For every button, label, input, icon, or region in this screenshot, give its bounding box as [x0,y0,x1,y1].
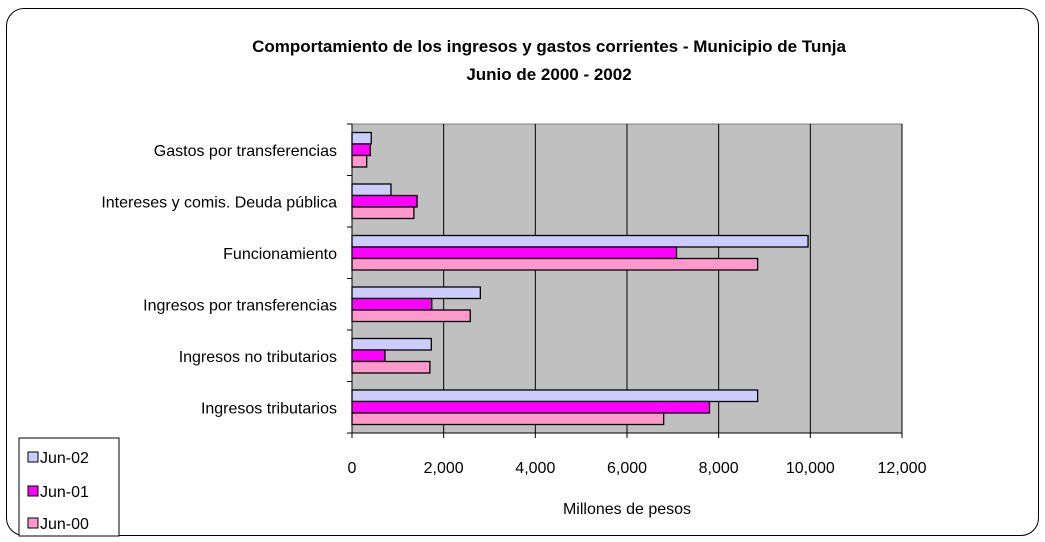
bar [352,402,710,414]
bar [352,362,430,374]
bar [352,339,431,351]
bar [352,207,414,219]
bar [352,259,758,271]
legend: Jun-02 Jun-01 Jun-00 [19,438,119,536]
x-tick-label: 8,000 [699,460,739,477]
bar [352,196,417,208]
bar [352,144,370,156]
bar [352,247,677,259]
plot-area: 0 2,000 4,000 6,000 8,000 10,000 12,000 Gastos … [101,124,926,477]
category-label: Ingresos tributarios [201,400,337,417]
legend-label: Jun-00 [40,516,89,533]
bar [352,413,664,425]
bar [352,184,391,196]
category-label: Ingresos por transferencias [143,297,337,314]
bar [352,310,470,322]
legend-label: Jun-02 [40,450,89,467]
legend-swatch [28,518,38,528]
category-label: Gastos por transferencias [154,143,337,160]
x-tick-label: 12,000 [878,460,927,477]
category-label: Funcionamiento [223,246,337,263]
x-tick-label: 4,000 [515,460,555,477]
legend-swatch [28,486,38,496]
chart-subtitle: Junio de 2000 - 2002 [466,65,631,84]
bar [352,390,758,402]
chart-title: Comportamiento de los ingresos y gastos … [252,37,846,56]
bar [352,133,371,145]
x-axis-label: Millones de pesos [563,501,691,518]
x-tick-label: 10,000 [786,460,835,477]
x-tick-label: 6,000 [607,460,647,477]
bar [352,299,432,311]
bar [352,156,367,168]
bar [352,350,385,362]
x-tick-label: 0 [348,460,357,477]
bar [352,287,480,299]
legend-label: Jun-01 [40,484,89,501]
category-label: Ingresos no tributarios [179,349,337,366]
legend-swatch [28,452,38,462]
category-label: Intereses y comis. Deuda pública [101,194,337,211]
bar [352,236,808,248]
x-tick-label: 2,000 [424,460,464,477]
